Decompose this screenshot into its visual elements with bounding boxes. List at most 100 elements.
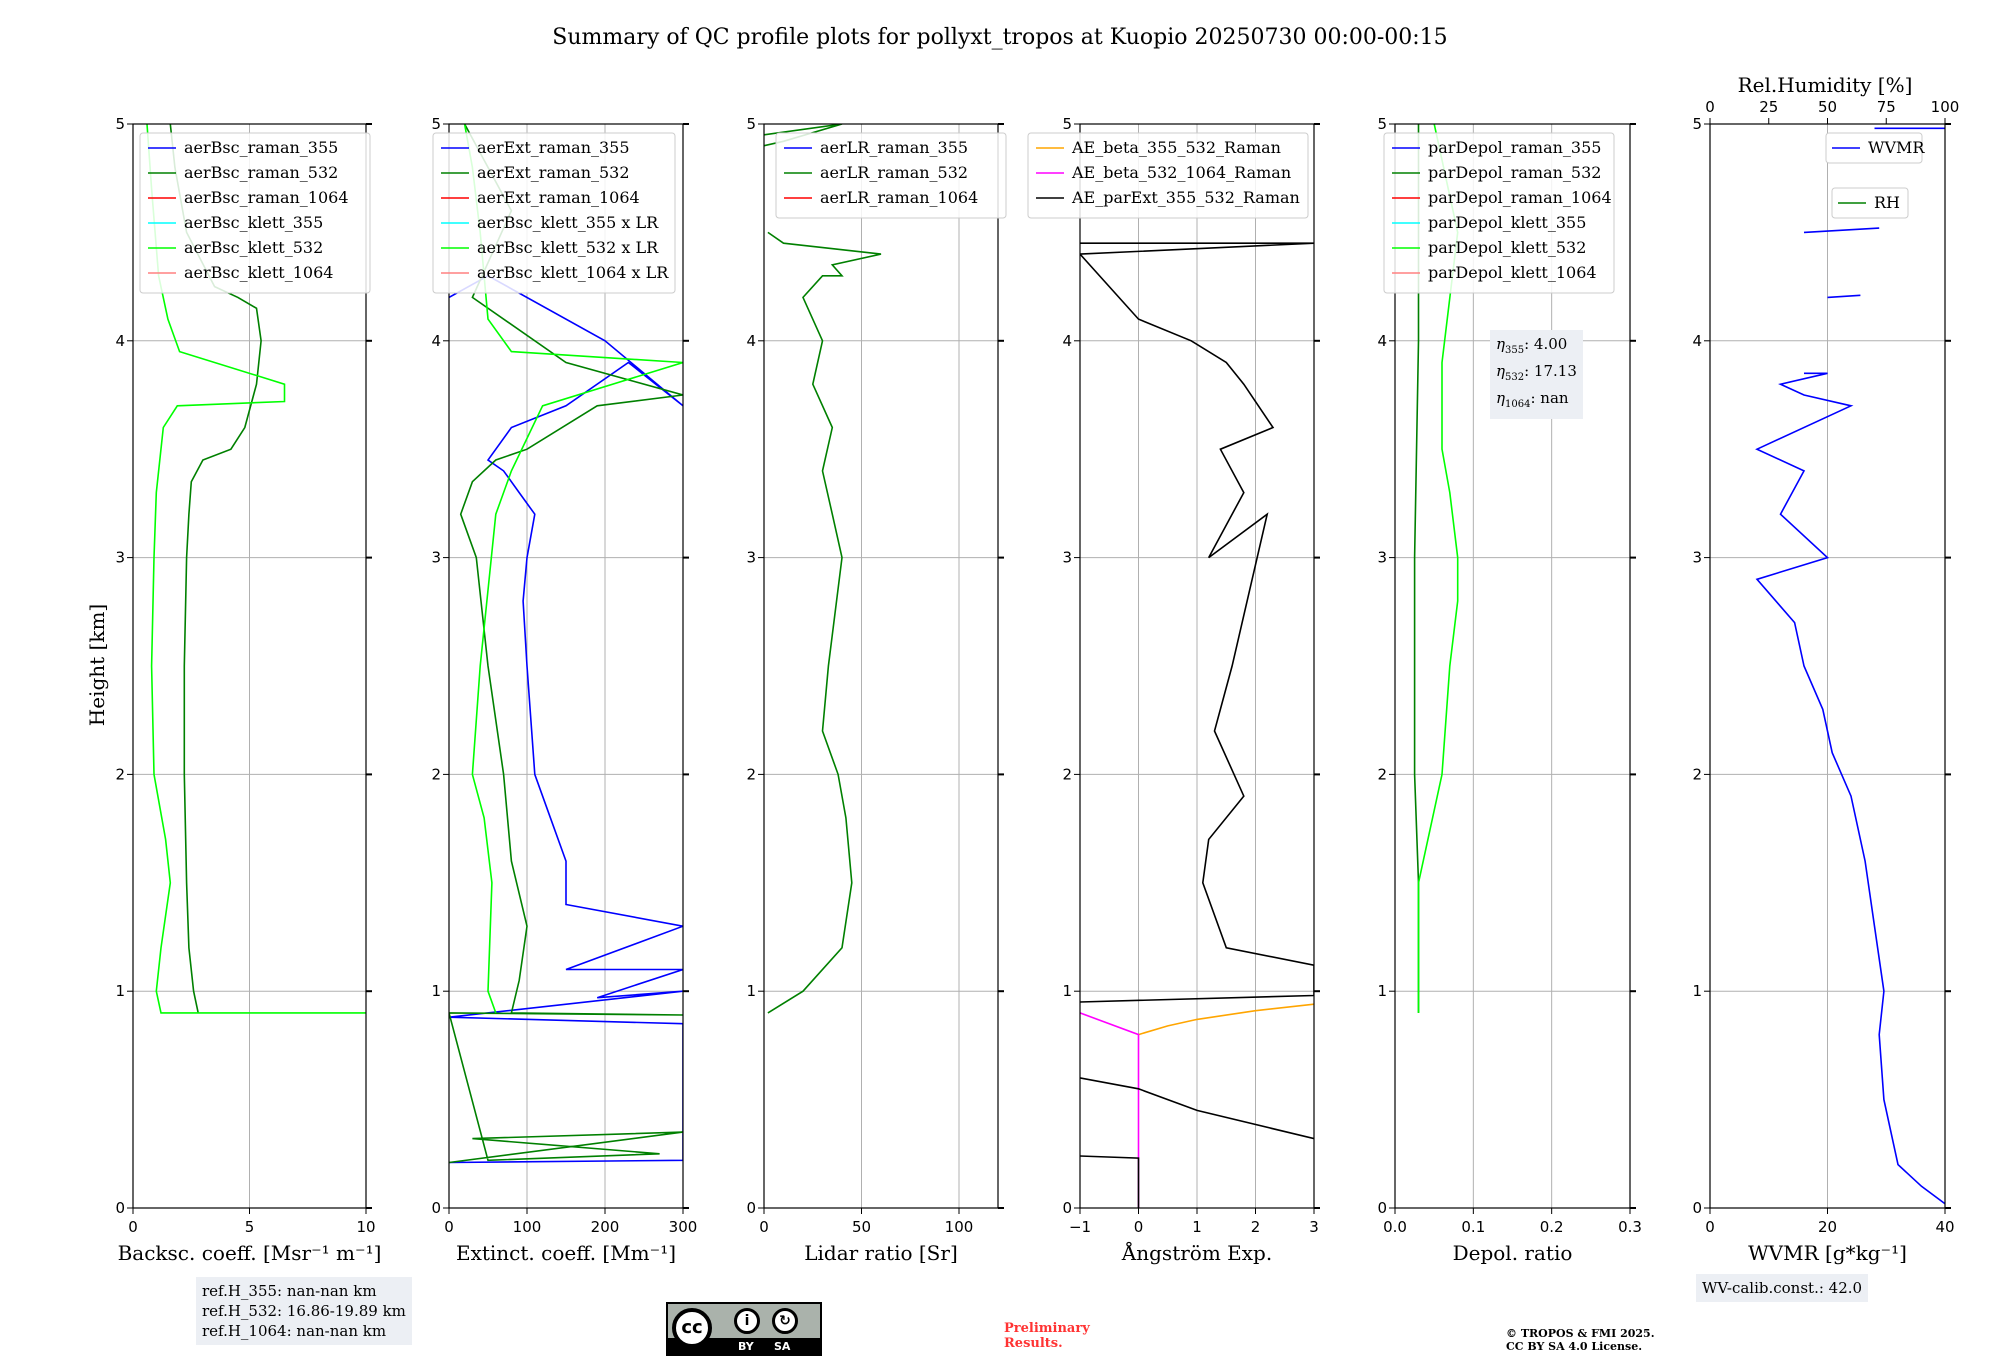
series-line-wvmr-mid (1803, 227, 1880, 234)
legend-entry: parDepol_raman_355 (1428, 138, 1601, 157)
x-axis-label: Backsc. coeff. [Msr⁻¹ m⁻¹] (118, 1241, 382, 1265)
panel-5: 0.0 0.1 0.2 0.3 0 1 2 3 4 5 Depol. ratio parDepol_r… (1377, 115, 1641, 1265)
y-tick-label: 5 (115, 115, 125, 133)
top-x-tick-label: 75 (1877, 98, 1896, 116)
x-tick-label: 5 (245, 1218, 255, 1236)
x-tick-label: 0 (1705, 1218, 1715, 1236)
preliminary-line-1: Preliminary (1004, 1321, 1090, 1336)
x-tick-label: 0 (444, 1218, 454, 1236)
x-axis-label: Lidar ratio [Sr] (804, 1241, 958, 1265)
panel-frame (132, 123, 367, 1209)
legend-entry: aerExt_raman_532 (477, 163, 630, 182)
x-tick-label: 0.0 (1383, 1218, 1407, 1236)
y-tick-label: 1 (115, 982, 125, 1000)
x-axis-label: Ångström Exp. (1121, 1240, 1272, 1265)
legend-entry: aerBsc_klett_355 (184, 213, 323, 232)
x-tick-label: 100 (945, 1218, 974, 1236)
x-tick-label: 0.1 (1461, 1218, 1485, 1236)
y-tick-label: 1 (746, 982, 756, 1000)
legend-entry: aerExt_raman_1064 (477, 188, 640, 207)
series-line-ae-parext-355-532-raman (1080, 242, 1314, 1003)
eta-532-value: 17.13 (1533, 362, 1577, 380)
figure-title: Summary of QC profile plots for pollyxt_… (552, 25, 1447, 50)
wv-calib-text: WV-calib.const.: 42.0 (1702, 1279, 1863, 1297)
y-tick-label: 4 (115, 332, 125, 350)
series-line-wvmr (1755, 372, 1945, 1205)
x-tick-label: 20 (1818, 1218, 1837, 1236)
share-alike-icon: ↻ (772, 1308, 798, 1334)
y-tick-label: 2 (746, 765, 756, 783)
y-tick-label: 4 (1062, 332, 1072, 350)
panel-frame (1394, 123, 1631, 1209)
legend-box-rh (1831, 187, 1909, 219)
legend-box-wvmr (1825, 132, 1923, 164)
y-tick-label: 0 (746, 1199, 756, 1217)
legend-entry: parDepol_klett_1064 (1428, 263, 1597, 282)
y-tick-label: 1 (1692, 982, 1702, 1000)
legend-entry: aerBsc_raman_355 (184, 138, 338, 157)
x-tick-label: 0 (759, 1218, 769, 1236)
ref-h-532: ref.H_532: 16.86-19.89 km (202, 1302, 406, 1320)
y-tick-label: 5 (1377, 115, 1387, 133)
y-tick-label: 5 (746, 115, 756, 133)
eta-355-line: η355: 4.00 (1496, 335, 1568, 356)
top-x-tick-label: 25 (1759, 98, 1778, 116)
y-tick-label: 4 (1692, 332, 1702, 350)
x-axis-label: Depol. ratio (1453, 1241, 1573, 1265)
top-x-axis-label: Rel.Humidity [%] (1738, 73, 1913, 97)
legend-box (1383, 132, 1615, 294)
eta-1064-value: nan (1540, 389, 1569, 407)
x-tick-label: 40 (1935, 1218, 1954, 1236)
legend-entry: aerLR_raman_532 (820, 163, 968, 182)
legend-entry: aerBsc_raman_532 (184, 163, 338, 182)
y-tick-label: 3 (746, 549, 756, 567)
eta-532-line: η532: 17.13 (1496, 362, 1577, 383)
panel-2: 0 100 200 300 0 1 2 3 4 5 Extinct. coeff. [Mm⁻¹] ae… (431, 115, 697, 1265)
cc-license-badge[interactable]: cc i ↻ BY SA (666, 1302, 822, 1356)
x-tick-label: 100 (513, 1218, 542, 1236)
x-tick-label: 50 (852, 1218, 871, 1236)
series-line-ae-beta-532-1064-raman (1080, 1012, 1140, 1208)
series-group (1413, 124, 1459, 1013)
y-tick-label: 0 (431, 1199, 441, 1217)
series-line-ae-parext-low (1080, 1077, 1314, 1140)
series-line-aerlr-raman-532 (767, 231, 882, 1014)
panel-frame (763, 123, 999, 1209)
series-group (1080, 242, 1314, 1208)
legend-entry: aerBsc_raman_1064 (184, 188, 349, 207)
cc-sa-label: SA (774, 1340, 791, 1353)
y-tick-label: 0 (115, 1199, 125, 1217)
y-tick-label: 4 (431, 332, 441, 350)
y-tick-label: 5 (431, 115, 441, 133)
cc-logo-icon: cc (672, 1308, 712, 1348)
y-tick-label: 3 (115, 549, 125, 567)
y-tick-label: 3 (1062, 549, 1072, 567)
legend-box (139, 132, 371, 294)
y-tick-label: 2 (1062, 765, 1072, 783)
panel-3: 0 50 100 0 1 2 3 4 5 Lidar ratio [Sr] aerLR_raman_… (746, 115, 1007, 1265)
x-tick-label: 1 (1192, 1218, 1202, 1236)
x-axis-label: Extinct. coeff. [Mm⁻¹] (456, 1241, 676, 1265)
panel-frame (1079, 123, 1315, 1209)
legend-entry-wvmr: WVMR (1868, 138, 1925, 157)
legend-entry: AE_beta_355_532_Raman (1071, 138, 1281, 157)
series-line-aerext-raman-355 (449, 274, 683, 1164)
y-tick-label: 2 (431, 765, 441, 783)
y-tick-label: 2 (1377, 765, 1387, 783)
eta-1064-line: η1064: nan (1496, 389, 1569, 410)
copyright-note: © TROPOS & FMI 2025. CC BY SA 4.0 Licens… (1506, 1327, 1655, 1353)
panel-frame (448, 123, 684, 1209)
y-tick-label: 5 (1062, 115, 1072, 133)
ref-h-355: ref.H_355: nan-nan km (202, 1282, 377, 1300)
x-axis-label: WVMR [g*kg⁻¹] (1748, 1241, 1907, 1265)
eta-box: η355: 4.00 η532: 17.13 η1064: nan (1490, 330, 1583, 419)
series-group (764, 124, 882, 1014)
legend-entry: aerBsc_klett_532 x LR (477, 238, 659, 257)
ref-h-1064: ref.H_1064: nan-nan km (202, 1322, 387, 1340)
y-tick-label: 1 (1377, 982, 1387, 1000)
y-axis-label: Height [km] (85, 604, 109, 726)
eta-355-value: 4.00 (1533, 335, 1568, 353)
by-person-icon: i (734, 1308, 760, 1334)
